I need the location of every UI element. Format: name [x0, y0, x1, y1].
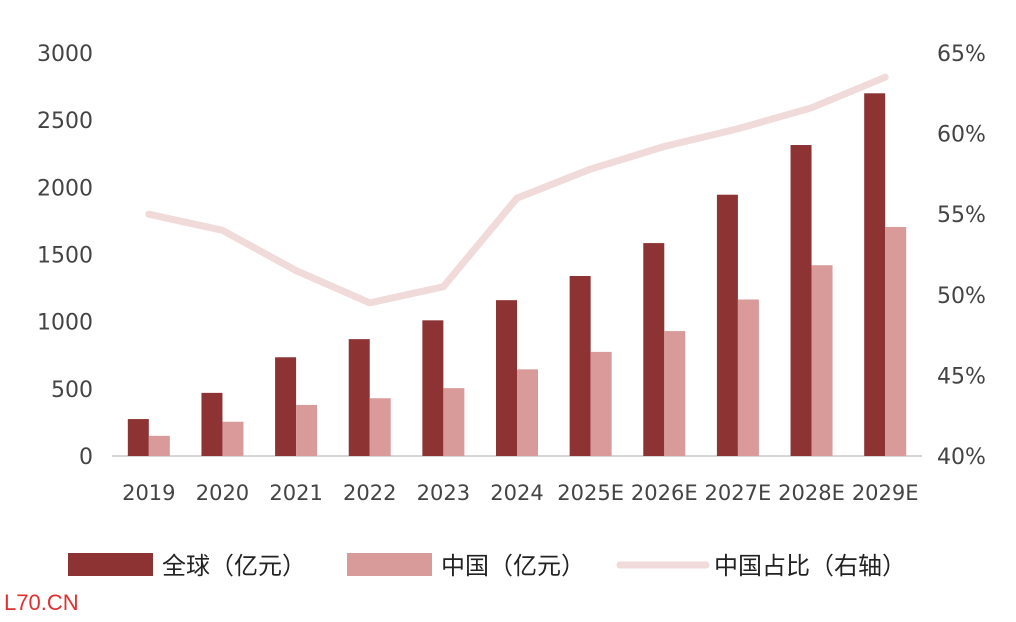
bar-global [201, 392, 223, 456]
bar-china [369, 398, 391, 456]
bar-global [716, 194, 738, 456]
legend: 全球（亿元） 中国（亿元） 中国占比（右轴） [68, 552, 906, 580]
bar-china [811, 265, 833, 456]
bar-china [296, 404, 318, 456]
x-tick-label: 2022 [343, 481, 396, 505]
x-tick-label: 2029E [852, 481, 919, 505]
bar-global [127, 419, 149, 456]
legend-swatch [68, 553, 153, 576]
y-axis-right: 40% 45% 50% 55% 60% 65% [937, 42, 986, 470]
x-tick-label: 2027E [705, 481, 772, 505]
share-line [145, 73, 889, 307]
x-tick-label: 2023 [417, 481, 470, 505]
y-right-tick-label: 65% [937, 42, 986, 67]
y-right-tick-label: 40% [937, 445, 986, 470]
x-axis: 2019 2020 2021 2022 2023 2024 2025E 2026E 2027E 2… [122, 481, 918, 505]
bar-global [422, 320, 444, 456]
bar-global [275, 357, 297, 456]
bar-china [517, 369, 538, 456]
x-tick-label: 2028E [778, 481, 845, 505]
bar-global [643, 243, 665, 456]
x-tick-label: 2019 [122, 481, 175, 505]
y-left-tick-label: 0 [79, 445, 93, 470]
y-left-tick-label: 2000 [37, 176, 93, 201]
bar-global [496, 300, 517, 456]
y-left-tick-label: 1500 [37, 244, 93, 269]
legend-swatch [347, 553, 432, 576]
bar-china [737, 299, 759, 456]
y-left-tick-label: 3000 [37, 42, 93, 67]
bar-china [222, 421, 244, 456]
bar-china [443, 388, 465, 456]
legend-label: 中国占比（右轴） [714, 552, 906, 580]
bar-china [885, 226, 907, 456]
bar-china [590, 351, 612, 456]
bars [127, 93, 907, 457]
y-left-tick-label: 1000 [37, 311, 93, 336]
bar-global [864, 93, 886, 457]
bar-global [790, 145, 812, 457]
y-right-tick-label: 55% [937, 203, 986, 228]
y-left-tick-label: 2500 [37, 109, 93, 134]
line-china-share [145, 73, 889, 307]
x-tick-label: 2024 [490, 481, 543, 505]
y-left-tick-label: 500 [51, 378, 93, 403]
y-right-tick-label: 45% [937, 364, 986, 389]
y-axis-left: 0 500 1000 1500 2000 2500 3000 [37, 42, 93, 470]
x-tick-label: 2025E [557, 481, 624, 505]
bar-global [348, 339, 370, 456]
y-right-tick-label: 50% [937, 284, 986, 309]
bar-china [664, 331, 686, 456]
legend-label: 中国（亿元） [441, 552, 585, 580]
x-tick-label: 2021 [269, 481, 322, 505]
legend-label: 全球（亿元） [162, 552, 306, 580]
bar-global [569, 275, 591, 456]
watermark: L70.CN [4, 590, 79, 615]
x-tick-label: 2026E [631, 481, 698, 505]
y-right-tick-label: 60% [937, 123, 986, 148]
x-tick-label: 2020 [196, 481, 249, 505]
bar-china [148, 435, 170, 456]
